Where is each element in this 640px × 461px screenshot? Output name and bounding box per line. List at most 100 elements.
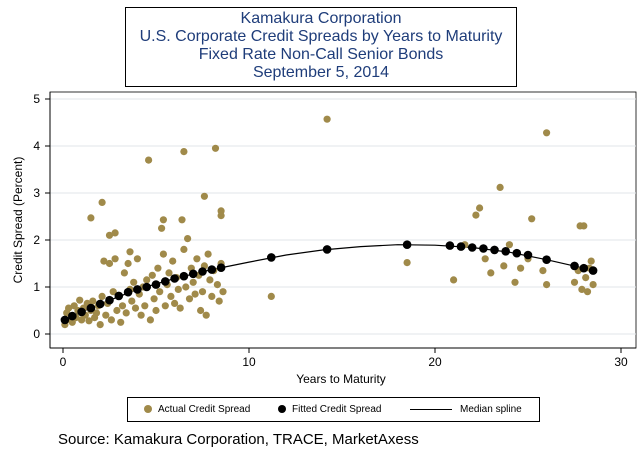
actual-point	[182, 283, 190, 291]
chart-subtitle-line: September 5, 2014	[252, 64, 390, 81]
actual-point	[487, 269, 495, 277]
legend-marker-actual	[144, 405, 152, 414]
actual-point	[500, 262, 508, 270]
fitted-point	[467, 243, 477, 252]
chart-title: Kamakura Corporation	[240, 10, 402, 27]
actual-point	[517, 264, 525, 272]
actual-point	[152, 306, 160, 315]
fitted-point	[501, 247, 511, 256]
actual-point	[450, 276, 458, 284]
actual-point	[211, 144, 220, 152]
actual-point	[206, 276, 214, 284]
fitted-point	[322, 245, 332, 254]
actual-point	[202, 311, 210, 319]
x-tick-label: 20	[428, 355, 442, 369]
fitted-point	[123, 287, 133, 297]
actual-point	[85, 317, 93, 325]
actual-point	[105, 259, 114, 268]
fitted-point	[579, 263, 589, 273]
actual-point	[197, 306, 205, 315]
actual-point	[98, 198, 106, 206]
actual-point	[583, 288, 592, 296]
actual-point	[200, 192, 208, 200]
actual-point	[137, 311, 145, 319]
fitted-point	[68, 311, 77, 321]
actual-point	[323, 115, 331, 123]
actual-point	[180, 148, 188, 156]
actual-point	[148, 271, 156, 279]
actual-point	[133, 255, 141, 263]
x-tick-label: 30	[614, 355, 628, 369]
y-tick-label: 5	[33, 92, 40, 106]
fitted-point	[490, 245, 499, 255]
fitted-point	[151, 280, 161, 289]
fitted-point	[216, 263, 226, 273]
actual-point	[87, 214, 95, 222]
fitted-point	[95, 299, 105, 309]
actual-point	[156, 288, 164, 296]
actual-point	[169, 257, 177, 265]
actual-point	[118, 302, 127, 310]
actual-point	[96, 321, 104, 329]
actual-point	[102, 311, 110, 319]
legend-item-fitted: Fitted Credit Spread	[278, 404, 382, 415]
actual-point	[587, 257, 595, 265]
actual-point	[180, 245, 188, 253]
actual-point	[117, 318, 125, 326]
actual-point	[154, 264, 162, 272]
legend-marker-spline	[410, 408, 452, 410]
actual-point	[217, 207, 225, 215]
actual-point	[496, 183, 504, 191]
legend-label-actual: Actual Credit Spread	[158, 404, 251, 415]
fitted-point	[523, 250, 533, 260]
actual-point	[174, 285, 182, 293]
actual-point	[100, 257, 108, 265]
fitted-point	[86, 303, 96, 313]
actual-point	[589, 281, 597, 289]
x-axis-title: Years to Maturity	[296, 372, 386, 386]
actual-point	[107, 316, 115, 324]
actual-point	[65, 304, 73, 312]
y-tick-label: 2	[33, 233, 40, 247]
fitted-point	[445, 241, 455, 250]
actual-point	[159, 216, 167, 224]
actual-point	[111, 229, 119, 237]
y-tick-label: 1	[33, 280, 40, 294]
actual-point	[146, 316, 154, 324]
y-tick-label: 3	[33, 186, 40, 200]
fitted-point	[207, 265, 217, 274]
chart-subtitle-line: U.S. Corporate Credit Spreads by Years t…	[139, 28, 503, 45]
legend-item-actual: Actual Credit Spread	[144, 404, 250, 415]
actual-point	[219, 288, 227, 296]
fitted-point	[114, 291, 124, 301]
x-axis-ticks: 0 10 20 30	[60, 348, 628, 369]
fitted-point	[267, 253, 276, 262]
actual-point	[122, 309, 130, 317]
fitted-point	[479, 244, 488, 253]
actual-point	[76, 296, 84, 304]
actual-point	[111, 255, 119, 263]
fitted-point	[105, 295, 114, 305]
fitted-point	[542, 255, 551, 264]
fitted-credit-spread-series	[60, 240, 598, 325]
actual-point	[113, 306, 121, 315]
actual-point	[120, 269, 128, 277]
fitted-point	[60, 315, 70, 325]
actual-point	[476, 204, 484, 212]
actual-point	[128, 297, 136, 305]
y-tick-label: 0	[33, 327, 40, 341]
fitted-point	[198, 267, 207, 276]
fitted-point	[142, 282, 151, 292]
legend-item-spline: Median spline	[410, 404, 522, 415]
actual-point	[511, 278, 519, 286]
actual-point	[159, 250, 167, 258]
actual-point	[267, 292, 275, 300]
actual-point	[98, 292, 106, 300]
fitted-point	[161, 277, 170, 286]
actual-point	[578, 285, 586, 293]
actual-point	[193, 255, 201, 263]
actual-point	[184, 235, 192, 243]
actual-point	[145, 156, 153, 164]
axes	[49, 92, 636, 349]
actual-point	[92, 309, 101, 317]
